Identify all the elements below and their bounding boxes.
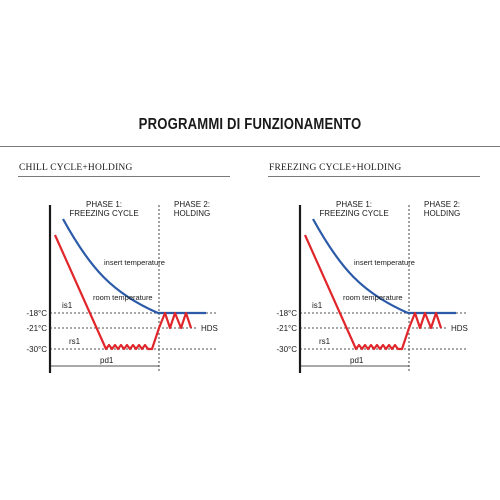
insert-temperature-label: insert temperature: [354, 258, 415, 267]
page-title: PROGRAMMI DI FUNZIONAMENTO: [138, 116, 362, 133]
phase2-label-line1: PHASE 2:: [174, 200, 210, 209]
freezing-cycle-divider: [268, 176, 480, 177]
temp-minus18-label: -18°C: [276, 309, 297, 318]
phase1-label-line1: PHASE 1:: [336, 200, 372, 209]
insert-temperature-label: insert temperature: [104, 258, 165, 267]
phase2-label-line2: HOLDING: [424, 209, 460, 218]
pd1-label: pd1: [100, 356, 114, 365]
phase2-label-line2: HOLDING: [174, 209, 210, 218]
rs1-label: rs1: [69, 337, 81, 346]
temp-minus30-label: -30°C: [276, 345, 297, 354]
room-temperature-label: room temperature: [93, 293, 153, 302]
insert-temperature-curve: [62, 218, 206, 315]
freezing-cycle-title: FREEZING CYCLE+HOLDING: [269, 163, 402, 173]
phase1-label-line2: FREEZING CYCLE: [69, 209, 138, 218]
chill-cycle-diagram: PHASE 1: FREEZING CYCLE PHASE 2: HOLDING…: [26, 200, 218, 373]
chill-cycle-title: CHILL CYCLE+HOLDING: [19, 163, 133, 173]
rs1-label: rs1: [319, 337, 331, 346]
room-temperature-curve: [53, 234, 193, 351]
temp-minus21-label: -21°C: [276, 324, 297, 333]
hds-label: HDS: [201, 324, 218, 333]
room-temperature-label: room temperature: [343, 293, 403, 302]
title-divider: [0, 146, 500, 147]
insert-temperature-curve: [312, 218, 456, 315]
freezing-cycle-diagram: PHASE 1: FREEZING CYCLE PHASE 2: HOLDING…: [276, 200, 468, 373]
phase1-label-line1: PHASE 1:: [86, 200, 122, 209]
is1-label: is1: [312, 301, 323, 310]
temp-minus30-label: -30°C: [26, 345, 47, 354]
phase1-label-line2: FREEZING CYCLE: [319, 209, 388, 218]
pd1-label: pd1: [350, 356, 364, 365]
hds-label: HDS: [451, 324, 468, 333]
phase2-label-line1: PHASE 2:: [424, 200, 460, 209]
is1-label: is1: [62, 301, 73, 310]
chill-cycle-divider: [18, 176, 230, 177]
temp-minus21-label: -21°C: [26, 324, 47, 333]
temp-minus18-label: -18°C: [26, 309, 47, 318]
room-temperature-curve: [303, 234, 443, 351]
